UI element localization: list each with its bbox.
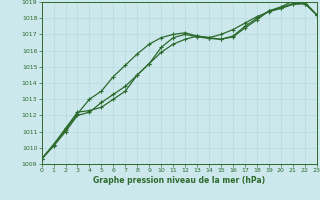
- X-axis label: Graphe pression niveau de la mer (hPa): Graphe pression niveau de la mer (hPa): [93, 176, 265, 185]
